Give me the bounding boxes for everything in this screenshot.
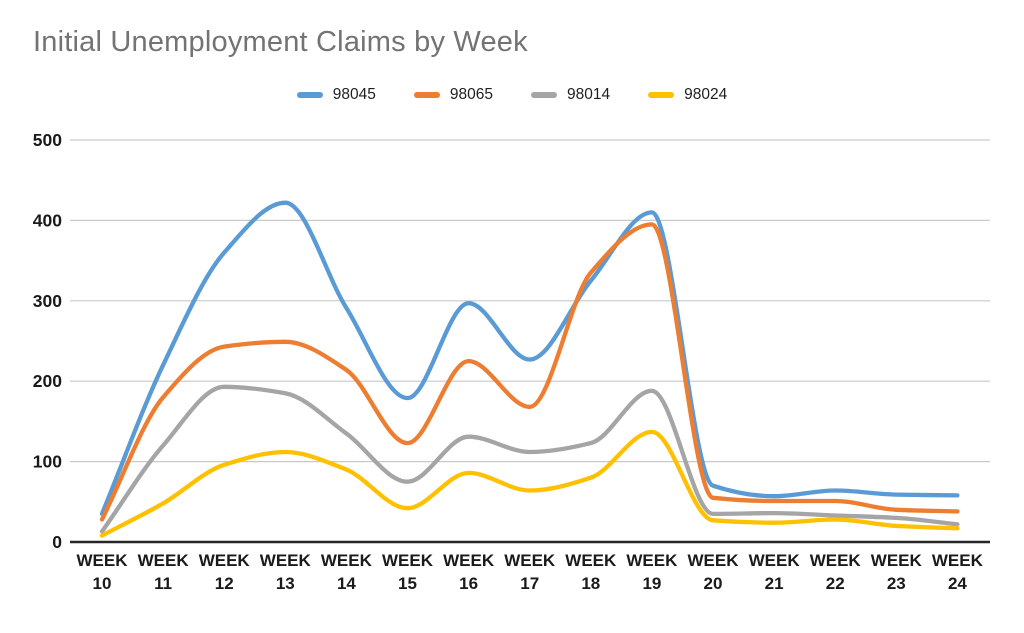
- x-axis-tick-label-15: WEEK 15: [382, 551, 434, 593]
- y-axis-tick-label-500: 500: [33, 130, 62, 150]
- y-axis-tick-label-200: 200: [33, 371, 62, 391]
- legend: 98045 98065 98014 98024: [0, 86, 1024, 104]
- legend-label: 98024: [684, 86, 728, 103]
- x-axis-tick-label-21: WEEK 21: [749, 551, 801, 593]
- legend-swatch-98014: [531, 92, 557, 98]
- x-axis-tick-label-23: WEEK 23: [871, 551, 923, 593]
- chart-title: Initial Unemployment Claims by Week: [33, 26, 528, 58]
- x-axis-tick-label-19: WEEK 19: [626, 551, 678, 593]
- series-line-98014: [99, 384, 960, 534]
- legend-label: 98065: [449, 86, 493, 103]
- x-axis-tick-label-13: WEEK 13: [260, 551, 312, 593]
- legend-swatch-98024: [648, 92, 675, 98]
- x-axis-tick-label-14: WEEK 14: [321, 551, 373, 593]
- x-axis-tick-label-17: WEEK 17: [504, 551, 556, 593]
- legend-swatch-98045: [296, 92, 323, 98]
- legend-item-98065: 98065: [413, 86, 493, 104]
- x-axis-tick-label-11: WEEK 11: [138, 551, 190, 593]
- x-axis-tick-label-20: WEEK 20: [688, 551, 740, 593]
- legend-item-98024: 98024: [648, 86, 727, 104]
- x-axis-tick-label-10: WEEK 10: [77, 551, 129, 593]
- y-axis-tick-label-400: 400: [33, 210, 62, 230]
- series-line-98045: [99, 200, 960, 517]
- x-axis-tick-label-24: WEEK 24: [932, 551, 984, 593]
- y-axis-tick-label-0: 0: [52, 532, 62, 552]
- series-line-98065: [99, 222, 960, 522]
- legend-swatch-98065: [413, 92, 440, 98]
- x-axis-tick-label-22: WEEK 22: [810, 551, 862, 593]
- y-axis-tick-label-100: 100: [33, 452, 62, 472]
- legend-label: 98045: [332, 86, 376, 103]
- y-axis-tick-label-300: 300: [33, 291, 62, 311]
- x-axis-tick-label-18: WEEK 18: [565, 551, 617, 593]
- legend-item-98045: 98045: [296, 86, 376, 104]
- x-axis-tick-label-16: WEEK 16: [443, 551, 495, 593]
- legend-item-98014: 98014: [531, 86, 610, 104]
- x-axis-tick-label-12: WEEK 12: [199, 551, 251, 593]
- legend-label: 98014: [567, 86, 611, 103]
- series-line-98024: [99, 429, 960, 538]
